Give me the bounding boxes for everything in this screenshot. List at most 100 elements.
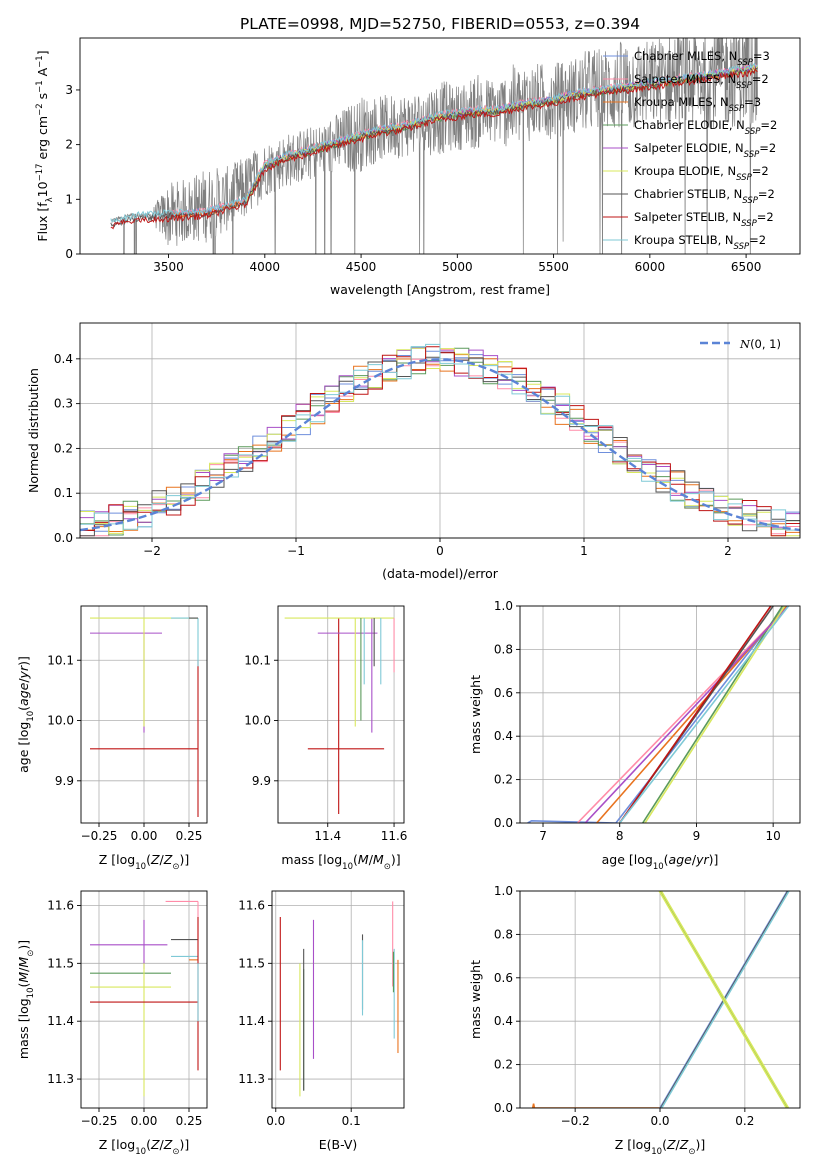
label-part: SSP: [729, 104, 745, 114]
label-part: Z: [163, 1137, 173, 1152]
mass-weight-line-5: [644, 606, 786, 823]
x-tick-label: 0: [436, 544, 444, 558]
x-tick-label: 0.25: [176, 829, 203, 843]
label-part: Z: [666, 1137, 676, 1152]
label-part: (: [353, 852, 358, 867]
label-part: =3: [744, 95, 761, 109]
label-part: ⊙: [26, 950, 36, 957]
x-tick-label: 0.25: [176, 1114, 203, 1128]
y-tick-label: 0.8: [494, 927, 513, 941]
label-part: )]: [695, 1137, 705, 1152]
x-tick-label: 11.6: [381, 829, 408, 843]
label-part: SSP: [742, 196, 758, 206]
legend-entry: Kroupa STELIB, NSSP=2: [634, 233, 766, 252]
x-tick-label: −0.25: [81, 829, 118, 843]
y-tick-label: 11.5: [238, 956, 265, 970]
label-part: Chabrier ELODIE, N: [634, 118, 745, 132]
label-part: 10: [653, 862, 664, 872]
label-part: Kroupa MILES, N: [634, 95, 729, 109]
x-tick-label: 4000: [250, 260, 281, 274]
y-tick-label: 11.3: [47, 1072, 74, 1086]
y-tick-label: 1.0: [494, 884, 513, 898]
label-part: SSP: [734, 242, 750, 252]
label-part: mass [log: [16, 998, 31, 1059]
y-tick-label: 3: [65, 83, 73, 97]
x-tick-label: 5500: [538, 260, 569, 274]
y-axis-label: mass weight: [468, 675, 483, 754]
axes-frame: [80, 605, 208, 824]
label-part: )]: [16, 940, 31, 950]
label-part: SSP: [745, 127, 761, 137]
y-tick-label: 0.4: [54, 352, 73, 366]
x-tick-label: −0.25: [81, 1114, 118, 1128]
y-tick-label: 0: [65, 247, 73, 261]
x-tick-label: −1: [287, 544, 305, 558]
label-part: Salpeter STELIB, N: [634, 210, 741, 224]
x-tick-label: 7: [539, 829, 547, 843]
label-part: M: [16, 957, 31, 968]
y-tick-label: 11.6: [47, 898, 74, 912]
x-tick-label: 4500: [346, 260, 377, 274]
label-part: Kroupa STELIB, N: [634, 233, 734, 247]
label-part: yr: [695, 852, 709, 867]
label-part: SSP: [741, 219, 757, 229]
x-axis-label: Z [log10(Z/Z⊙)]: [99, 852, 189, 872]
mass-weight-line-3: [642, 606, 784, 823]
label-part: /: [16, 967, 31, 972]
mass-weight-line-8: [619, 606, 790, 823]
y-tick-label: 1.0: [494, 599, 513, 613]
legend-entry: Salpeter ELODIE, NSSP=2: [634, 141, 776, 160]
mass-weight-line-5: [658, 891, 788, 1108]
y-tick-label: 10.0: [244, 714, 271, 728]
label-part: 10: [135, 862, 146, 872]
y-tick-label: 10.0: [47, 714, 74, 728]
y-tick-label: 0.0: [494, 816, 513, 830]
label-part: (: [662, 1137, 667, 1152]
residual-histogram-panel: −2 −1 0 1 2 0.0 0.1 0.2 0.3 0.4 (data-model)/error…: [26, 322, 801, 581]
label-part: =2: [752, 72, 769, 86]
y-tick-label: 0.0: [494, 1101, 513, 1115]
label-part: Z: [679, 1137, 689, 1152]
x-tick-label: 0.00: [131, 1114, 158, 1128]
label-part: )]: [179, 1137, 189, 1152]
y-axis-label: mass weight: [468, 960, 483, 1039]
y-tick-label: 0.3: [54, 397, 73, 411]
y-tick-label: 0.6: [494, 971, 513, 985]
x-tick-label: 8: [616, 829, 624, 843]
spectrum-plot-area: [110, 38, 758, 254]
x-tick-label: 10: [766, 829, 781, 843]
label-part: Z [log: [99, 852, 135, 867]
y-tick-label: 11.3: [238, 1072, 265, 1086]
label-part: Salpeter MILES, N: [634, 72, 736, 86]
mass-weight-line-1: [576, 606, 790, 823]
label-part: Chabrier STELIB, N: [634, 187, 742, 201]
label-part: M: [16, 972, 31, 983]
mass-weight-line-0: [527, 606, 786, 823]
label-part: (: [146, 852, 151, 867]
label-part: −2: [35, 103, 45, 116]
histogram-plot-area: [80, 343, 800, 537]
label-part: SSP: [736, 173, 752, 183]
label-part: age: [669, 852, 693, 867]
x-axis-label: E(B-V): [319, 1137, 358, 1152]
axes-frame: [277, 605, 405, 824]
label-part: Z: [150, 852, 160, 867]
model-line-8: [110, 62, 758, 223]
label-part: λ: [45, 197, 55, 202]
histogram-step-5: [80, 347, 800, 537]
label-part: =2: [757, 210, 774, 224]
errorbar-plot-area: [279, 901, 399, 1097]
y-tick-label: 11.6: [238, 898, 265, 912]
y-tick-label: 0.1: [54, 486, 73, 500]
label-part: (: [16, 983, 31, 988]
x-axis-label: Z [log10(Z/Z⊙)]: [615, 1137, 705, 1157]
line-plot-area: [531, 891, 790, 1108]
label-part: SSP: [737, 58, 753, 68]
y-tick-label: 1: [65, 192, 73, 206]
x-tick-label: 0.0: [650, 1114, 669, 1128]
label-part: Kroupa ELODIE, N: [634, 164, 736, 178]
label-part: =3: [753, 49, 770, 63]
